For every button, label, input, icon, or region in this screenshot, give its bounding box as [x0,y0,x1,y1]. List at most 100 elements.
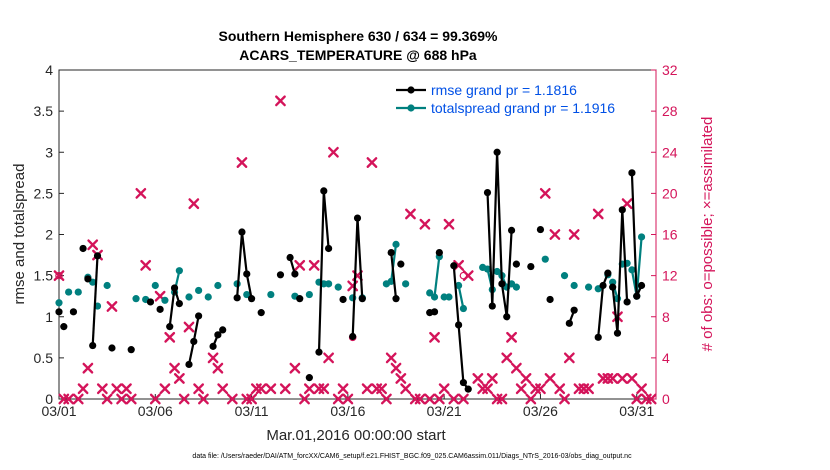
obs-assimilated-marker [342,393,354,405]
totalspread-point [584,283,593,291]
totalspread-point [541,255,549,263]
y-tick-label: 3 [45,144,53,160]
rmse-point [93,252,102,260]
totalspread-point [628,266,636,274]
rmse-series [55,148,646,393]
totalspread-point [305,290,313,299]
obs-assimilated-marker [385,352,397,364]
rmse-point [450,262,458,270]
rmse-point [536,225,545,234]
rmse-line [236,230,253,299]
totalspread-point [55,299,63,307]
obs-assimilated-marker [178,393,190,405]
y-axis-label: rmse and totalspread [11,164,28,305]
obs-assimilated-marker [164,331,176,343]
x-axis-label: Mar.01,2016 00:00:00 start [266,427,446,444]
rmse-point [156,305,164,313]
rmse-point [247,295,256,303]
obs-assimilated-marker [554,383,566,395]
rmse-point [185,360,193,369]
totalspread-point [430,293,439,301]
y-axis-label-right: # of obs: o=possible; ×=assimilated [699,117,716,352]
obs-assimilated-marker [140,259,152,271]
rmse-point [435,248,443,257]
rmse-line [390,252,398,299]
y-right-tick-label: 12 [662,268,678,284]
rmse-point [296,295,304,303]
rmse-point [166,323,174,331]
obs-assimilated-marker [169,362,180,374]
y-right-tick-label: 28 [662,103,678,119]
rmse-point [546,295,554,304]
rmse-point [146,298,155,306]
totalspread-point [214,281,222,290]
obs-possible-marker [459,271,468,280]
data-file-footer: data file: /Users/raeder/DAI/ATM_forcXX/… [192,453,632,460]
obs-assimilated-marker [419,218,431,230]
totalspread-point [483,265,492,273]
y-tick-label: 0.5 [34,350,54,366]
obs-assimilated-marker [636,383,647,395]
obs-assimilated-marker [525,393,537,405]
legend-rmse-marker [407,86,415,94]
rmse-point [219,326,227,334]
legend-rmse-label: rmse grand pr = 1.1816 [431,82,577,98]
obs-assimilated-marker [323,352,335,364]
obs-assimilated-marker [183,321,195,333]
rmse-point [315,348,323,356]
totalspread-point [175,267,183,275]
rmse-point [565,319,573,327]
obs-assimilated-marker [607,373,619,384]
y-tick-label: 2 [45,227,53,243]
rmse-point [430,308,439,316]
rmse-point [392,295,400,303]
rmse-point [358,295,366,303]
obs-assimilated-marker [265,383,277,395]
obs-assimilated-marker [294,259,306,271]
rmse-point [570,306,578,314]
obs-assimilated-marker [188,198,200,210]
x-tick-label: 03/26 [523,403,558,419]
obs-assimilated-marker [226,393,238,405]
rmse-point [512,260,520,268]
rmse-point [527,262,535,271]
rmse-point [464,385,472,393]
rmse-point [507,226,516,234]
rmse-point [286,253,294,262]
totalspread-point [512,283,520,291]
rmse-point [195,312,203,320]
totalspread-point [74,288,82,296]
obs-assimilated-marker [275,95,286,107]
obs-assimilated-marker [501,352,513,364]
x-tick-label: 03/06 [138,403,173,419]
totalspread-point [65,288,73,296]
rmse-line [486,151,513,318]
obs-assimilated-marker [198,393,209,405]
obs-assimilated-marker [496,393,508,405]
rmse-point [214,331,222,339]
obs-assimilated-marker [135,187,147,199]
totalspread-point [195,286,203,295]
x-tick-label: 03/01 [41,403,76,419]
rmse-point [257,309,265,317]
obs-assimilated-marker [559,393,570,405]
rmse-point [209,342,217,350]
obs-assimilated-marker [568,229,580,240]
obs-assimilated-marker [458,393,469,405]
chart-title: Southern Hemisphere 630 / 634 = 99.369% [219,28,499,44]
rmse-point [69,308,78,316]
totalspread-point [151,281,159,290]
obs-assimilated-marker [472,373,484,384]
obs-assimilated-marker [438,383,450,395]
obs-assimilated-marker [72,393,84,405]
obs-assimilated-marker [337,383,349,395]
obs-assimilated-marker [217,383,229,395]
y-right-tick-label: 20 [662,185,678,201]
obs-assimilated-marker [53,270,65,282]
obs-assimilated-marker [443,218,455,230]
rmse-line [611,208,629,335]
totalspread-line [433,256,441,298]
x-tick-label: 03/21 [427,403,462,419]
obs-assimilated-marker [96,383,108,395]
obs-assimilated-marker [592,208,604,220]
